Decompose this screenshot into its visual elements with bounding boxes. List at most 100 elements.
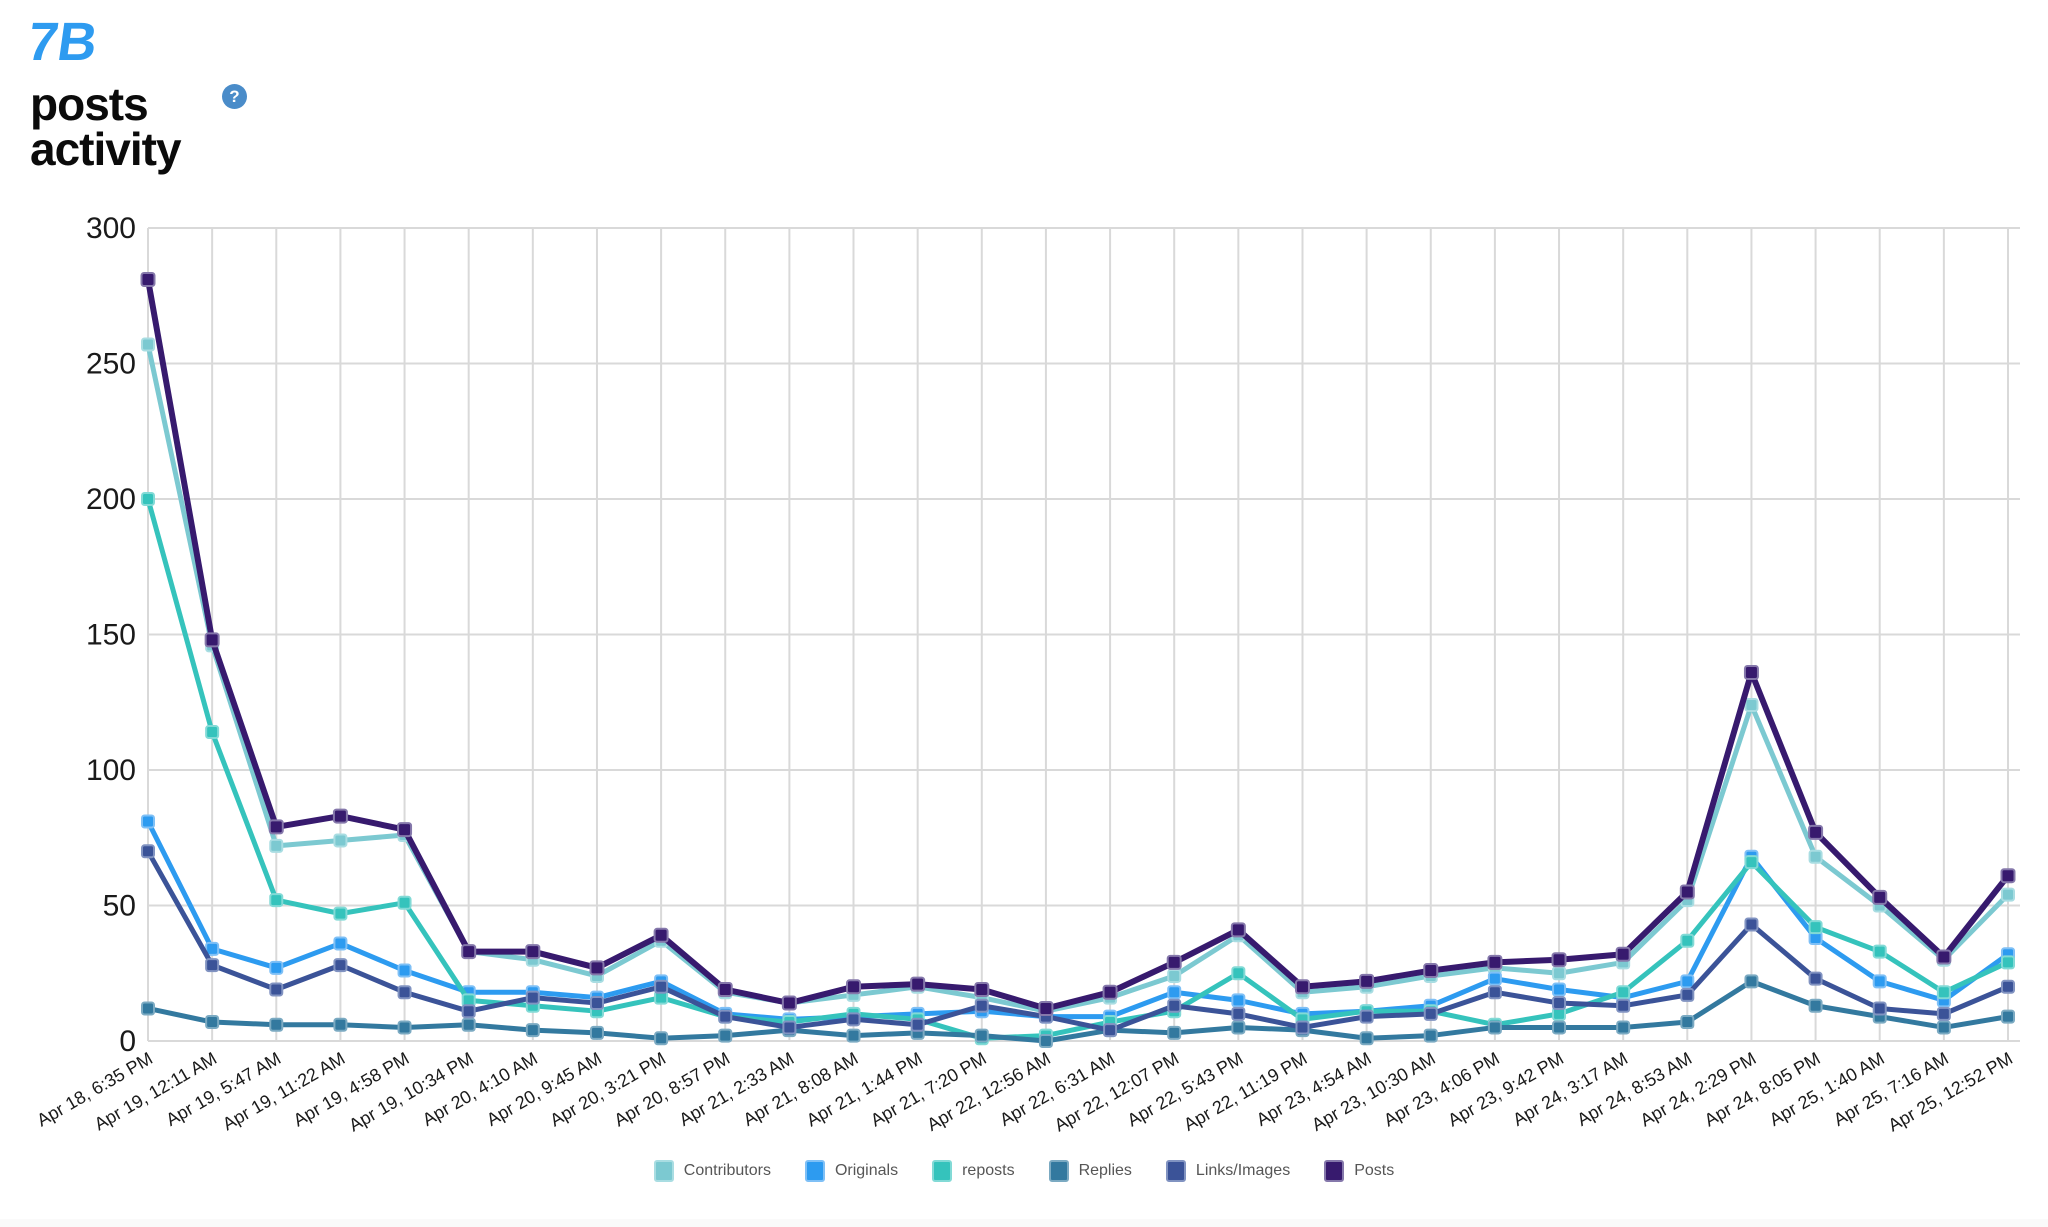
series-marker-replies bbox=[333, 1017, 348, 1032]
series-marker-links-images bbox=[1808, 971, 1823, 986]
series-marker-reposts bbox=[269, 893, 284, 908]
series-marker-links-images bbox=[333, 958, 348, 973]
series-marker-contributors bbox=[2001, 887, 2015, 902]
series-marker-posts bbox=[1166, 954, 1182, 970]
series-marker-posts bbox=[1359, 973, 1375, 989]
series-marker-replies bbox=[1744, 974, 1759, 989]
series-marker-posts bbox=[461, 944, 477, 960]
series-line-reposts bbox=[145, 498, 2010, 1041]
y-axis-tick-label: 0 bbox=[119, 1025, 136, 1058]
series-marker-replies bbox=[1167, 1025, 1182, 1040]
series-marker-originals bbox=[1167, 985, 1182, 1000]
series-marker-links-images bbox=[205, 958, 220, 973]
series-marker-originals bbox=[1231, 993, 1246, 1008]
series-marker-originals bbox=[205, 941, 220, 956]
series-marker-reposts bbox=[1808, 920, 1823, 935]
series-marker-originals bbox=[1872, 974, 1887, 989]
y-axis-tick-label: 50 bbox=[103, 890, 136, 923]
series-marker-posts bbox=[1038, 1000, 1054, 1016]
series-marker-reposts bbox=[1936, 985, 1951, 1000]
series-marker-reposts bbox=[1616, 985, 1631, 1000]
series-marker-contributors bbox=[269, 838, 284, 853]
page-title-line1: posts bbox=[30, 78, 149, 130]
series-line-replies bbox=[147, 978, 2009, 1044]
legend-label: Contributors bbox=[683, 1162, 771, 1179]
brand-logo-text: 7B bbox=[30, 14, 94, 72]
legend-swatch-icon bbox=[804, 1160, 825, 1182]
series-marker-replies bbox=[525, 1023, 540, 1038]
legend-item-contributors[interactable]: Contributors bbox=[653, 1160, 771, 1182]
legend-item-originals[interactable]: Originals bbox=[804, 1160, 899, 1182]
header: 7B posts activity bbox=[30, 14, 182, 172]
series-marker-links-images bbox=[141, 844, 155, 859]
series-marker-originals bbox=[397, 963, 412, 978]
series-marker-links-images bbox=[589, 996, 604, 1011]
series-marker-reposts bbox=[2001, 955, 2015, 970]
series-marker-contributors bbox=[1808, 849, 1823, 864]
legend-item-links-images[interactable]: Links/Images bbox=[1165, 1160, 1290, 1182]
series-marker-links-images bbox=[1167, 998, 1182, 1013]
series-marker-replies bbox=[589, 1025, 604, 1040]
legend-item-posts[interactable]: Posts bbox=[1324, 1160, 1394, 1182]
series-marker-links-images bbox=[461, 1004, 476, 1019]
series-marker-links-images bbox=[1936, 1006, 1951, 1021]
series-marker-originals bbox=[269, 960, 284, 975]
series-marker-originals bbox=[333, 936, 348, 951]
series-marker-reposts bbox=[1680, 933, 1695, 948]
series-marker-links-images bbox=[846, 1012, 861, 1027]
legend-swatch-icon bbox=[653, 1160, 674, 1182]
legend-label: Posts bbox=[1354, 1162, 1395, 1179]
series-marker-posts bbox=[1615, 946, 1631, 962]
series-line-originals bbox=[145, 820, 2010, 1022]
series-marker-links-images bbox=[1423, 1006, 1438, 1021]
legend-item-reposts[interactable]: reposts bbox=[932, 1160, 1015, 1182]
series-marker-originals bbox=[1680, 974, 1695, 989]
series-marker-reposts bbox=[1231, 966, 1246, 981]
series-marker-reposts bbox=[397, 895, 412, 910]
series-marker-posts bbox=[1872, 889, 1888, 905]
series-marker-posts bbox=[781, 995, 797, 1011]
series-marker-posts bbox=[589, 960, 605, 976]
series-marker-posts bbox=[332, 808, 348, 824]
series-marker-originals bbox=[1552, 982, 1567, 997]
series-marker-replies bbox=[269, 1017, 284, 1032]
series-marker-replies bbox=[846, 1028, 861, 1043]
legend-swatch-icon bbox=[1324, 1160, 1345, 1182]
series-marker-links-images bbox=[1359, 1009, 1374, 1024]
series-marker-replies bbox=[1680, 1015, 1695, 1030]
series-marker-reposts bbox=[141, 492, 155, 506]
series-marker-links-images bbox=[1231, 1006, 1246, 1021]
series-marker-replies bbox=[205, 1015, 220, 1030]
series-marker-links-images bbox=[782, 1020, 797, 1035]
series-marker-posts bbox=[525, 944, 541, 960]
legend-swatch-icon bbox=[1048, 1160, 1069, 1182]
series-marker-replies bbox=[141, 1001, 155, 1016]
series-marker-posts bbox=[268, 819, 284, 835]
series-marker-links-images bbox=[2001, 979, 2015, 994]
series-marker-replies bbox=[1038, 1034, 1053, 1048]
y-axis-tick-label: 100 bbox=[86, 754, 136, 787]
series-marker-links-images bbox=[1872, 1001, 1887, 1016]
series-marker-posts bbox=[1230, 922, 1246, 938]
series-marker-contributors bbox=[333, 833, 348, 848]
series-marker-contributors bbox=[1552, 966, 1567, 981]
help-icon[interactable]: ? bbox=[222, 84, 247, 109]
legend-label: Originals bbox=[834, 1162, 899, 1179]
series-marker-posts bbox=[1102, 984, 1118, 1000]
series-marker-replies bbox=[1936, 1020, 1951, 1035]
legend-swatch-icon bbox=[1165, 1160, 1186, 1182]
series-marker-links-images bbox=[910, 1017, 925, 1032]
series-marker-posts bbox=[1743, 664, 1759, 680]
series-marker-posts bbox=[717, 982, 733, 998]
series-marker-links-images bbox=[1744, 917, 1759, 932]
legend-item-replies[interactable]: Replies bbox=[1048, 1160, 1132, 1182]
legend-label: Replies bbox=[1078, 1162, 1132, 1179]
series-marker-contributors bbox=[141, 337, 155, 352]
series-marker-replies bbox=[974, 1028, 989, 1043]
bottom-divider bbox=[0, 1219, 2048, 1227]
series-marker-posts bbox=[1423, 963, 1439, 979]
series-marker-replies bbox=[1808, 998, 1823, 1013]
series-marker-replies bbox=[397, 1020, 412, 1035]
series-marker-posts bbox=[1808, 824, 1824, 840]
series-marker-links-images bbox=[269, 982, 284, 997]
